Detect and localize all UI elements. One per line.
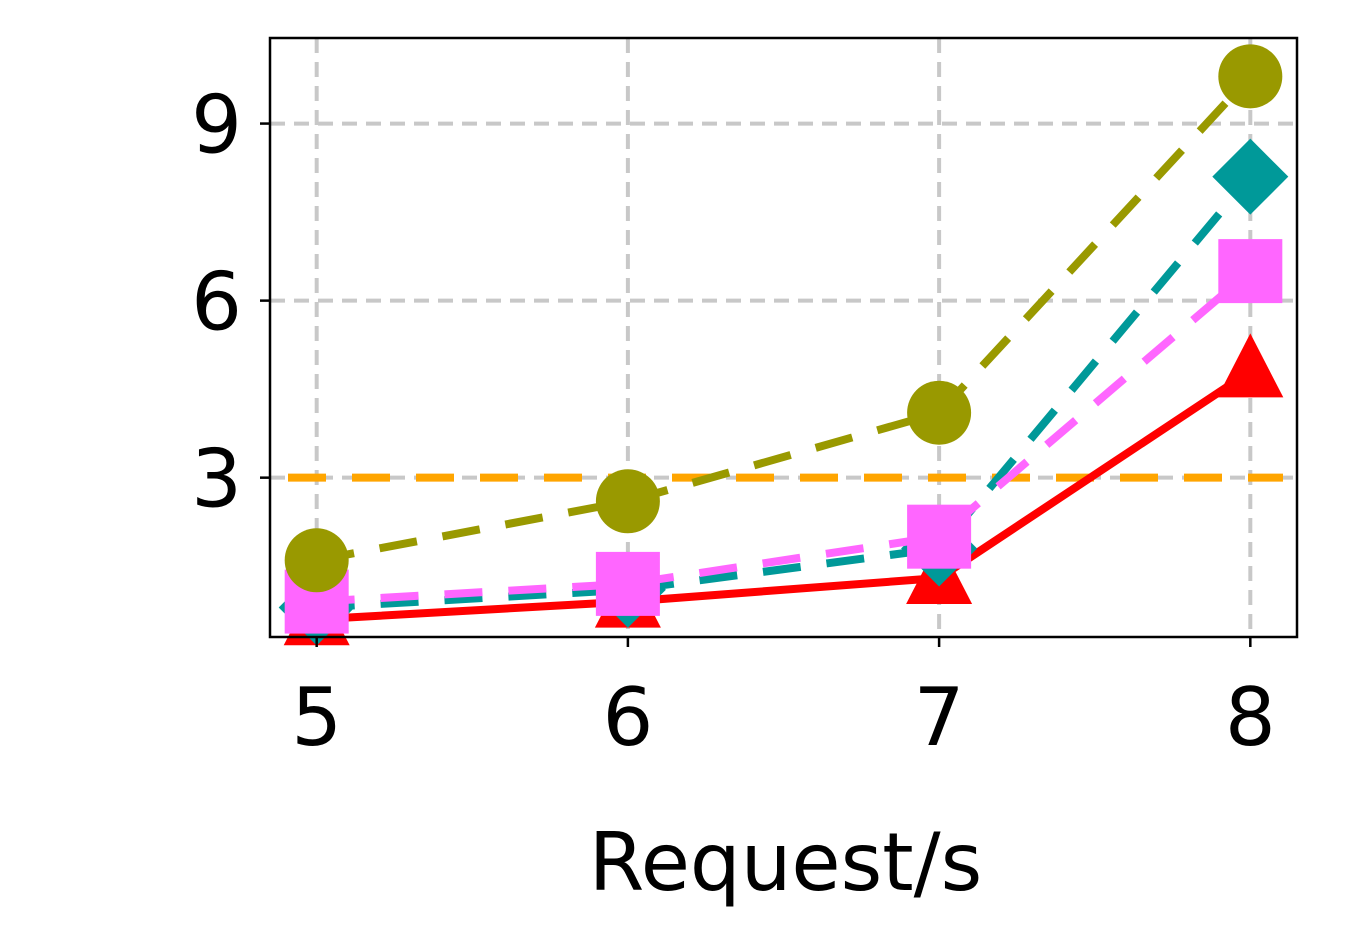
marker-square (1218, 239, 1283, 304)
series-line-2 (316, 174, 1254, 612)
y-tick-label: 3 (191, 433, 242, 526)
marker-triangle (1217, 333, 1284, 398)
marker-square (907, 504, 972, 569)
x-tick-label: 5 (291, 671, 342, 764)
marker-diamond (1212, 138, 1289, 215)
x-tick-label: 7 (914, 671, 965, 764)
series-line-3 (316, 268, 1253, 606)
grid-layer (270, 38, 1297, 637)
marker-circle (907, 380, 972, 445)
marker-circle (595, 469, 660, 534)
x-axis-title: Request/s (589, 816, 983, 909)
series-layer (278, 44, 1289, 646)
series-line-4 (315, 73, 1254, 565)
y-tick-label: 9 (191, 79, 242, 172)
x-tick-label: 6 (602, 671, 653, 764)
plot-frame (268, 36, 1299, 639)
tick-layer: 5 6 7 8 3 6 9 (191, 79, 1276, 764)
x-tick-label: 8 (1225, 671, 1276, 764)
y-tick-label: 6 (191, 256, 242, 349)
marker-square (595, 551, 660, 616)
series-line-1 (316, 368, 1253, 624)
marker-circle (1218, 44, 1283, 109)
marker-circle (284, 528, 349, 593)
